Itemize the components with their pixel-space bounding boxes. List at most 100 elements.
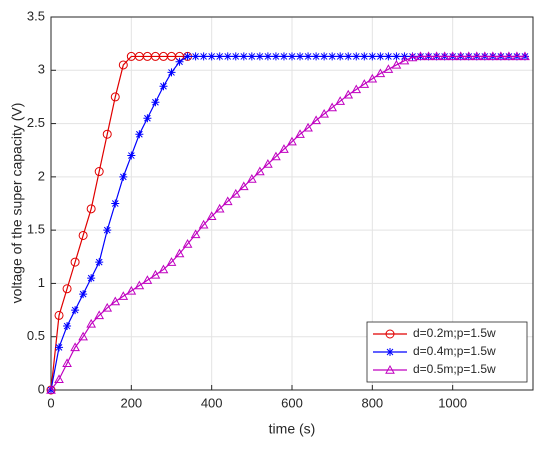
marker: [190, 229, 201, 239]
marker: [343, 89, 354, 99]
marker: [215, 52, 224, 61]
marker: [231, 52, 240, 61]
marker: [520, 51, 530, 61]
x-tick-label: 1000: [438, 395, 467, 410]
marker: [110, 92, 120, 102]
marker: [78, 331, 88, 341]
marker: [167, 68, 176, 77]
marker: [328, 52, 337, 61]
marker: [214, 203, 225, 213]
marker: [70, 342, 80, 352]
marker: [303, 122, 313, 132]
marker: [183, 52, 192, 61]
marker: [54, 310, 64, 320]
marker: [158, 264, 169, 274]
marker: [222, 196, 233, 206]
marker: [375, 68, 386, 78]
marker: [471, 51, 482, 61]
marker: [102, 129, 112, 139]
marker: [327, 102, 338, 112]
marker: [520, 52, 529, 61]
marker: [159, 82, 168, 91]
marker: [263, 159, 273, 168]
marker: [54, 374, 64, 384]
marker: [118, 60, 128, 70]
marker: [399, 55, 410, 65]
marker: [207, 52, 216, 61]
marker: [487, 51, 498, 61]
marker: [415, 51, 426, 61]
marker: [279, 144, 289, 153]
marker: [439, 51, 450, 61]
marker: [319, 108, 329, 118]
marker: [199, 52, 208, 61]
y-axis-label: voltage of the super capacity (V): [9, 103, 25, 304]
marker: [134, 280, 145, 290]
marker: [55, 343, 64, 352]
marker: [46, 384, 56, 394]
marker: [111, 199, 120, 208]
marker: [62, 284, 72, 294]
marker: [263, 52, 272, 61]
marker: [463, 51, 474, 61]
marker: [62, 358, 72, 368]
marker: [71, 306, 80, 315]
marker: [296, 52, 305, 61]
marker: [143, 114, 152, 123]
marker: [279, 52, 288, 61]
marker: [311, 115, 321, 125]
marker: [295, 129, 305, 138]
marker: [70, 257, 80, 267]
y-tick-label: 1.5: [27, 222, 45, 237]
marker: [238, 181, 249, 191]
legend-marker: [385, 329, 395, 339]
y-tick-label: 0: [38, 381, 45, 396]
marker: [118, 291, 129, 300]
marker: [94, 310, 105, 320]
y-tick-label: 2: [38, 168, 45, 183]
marker: [206, 211, 217, 220]
marker: [182, 238, 193, 248]
marker: [95, 258, 104, 267]
marker: [352, 52, 361, 61]
y-tick-label: 2.5: [27, 115, 45, 130]
marker: [126, 285, 137, 295]
y-tick-label: 3.5: [27, 8, 45, 23]
marker: [359, 79, 370, 88]
marker: [63, 322, 72, 331]
legend-label: d=0.2m;p=1.5w: [413, 326, 496, 340]
marker: [392, 52, 401, 61]
legend-marker: [385, 364, 395, 374]
marker: [119, 172, 128, 181]
marker: [86, 204, 96, 214]
marker: [86, 318, 97, 328]
marker: [391, 59, 402, 69]
marker: [150, 269, 161, 279]
marker: [94, 167, 104, 177]
marker: [376, 52, 385, 61]
marker: [351, 84, 362, 94]
marker: [504, 51, 514, 61]
marker: [367, 73, 378, 83]
marker: [174, 248, 185, 258]
x-tick-label: 0: [47, 395, 54, 410]
marker: [344, 52, 353, 61]
marker: [102, 302, 113, 312]
marker: [223, 52, 232, 61]
marker: [335, 96, 346, 105]
x-tick-label: 400: [201, 395, 223, 410]
marker: [271, 52, 280, 61]
marker: [447, 51, 458, 61]
marker: [423, 51, 434, 61]
marker: [175, 57, 184, 66]
y-tick-label: 1: [38, 275, 45, 290]
x-axis-label: time (s): [269, 421, 316, 437]
marker: [287, 136, 297, 146]
marker: [455, 51, 466, 61]
axes-box: [50, 16, 534, 391]
marker: [512, 51, 522, 61]
marker: [78, 230, 88, 240]
marker: [246, 173, 257, 183]
marker: [288, 52, 296, 61]
marker: [320, 52, 329, 61]
